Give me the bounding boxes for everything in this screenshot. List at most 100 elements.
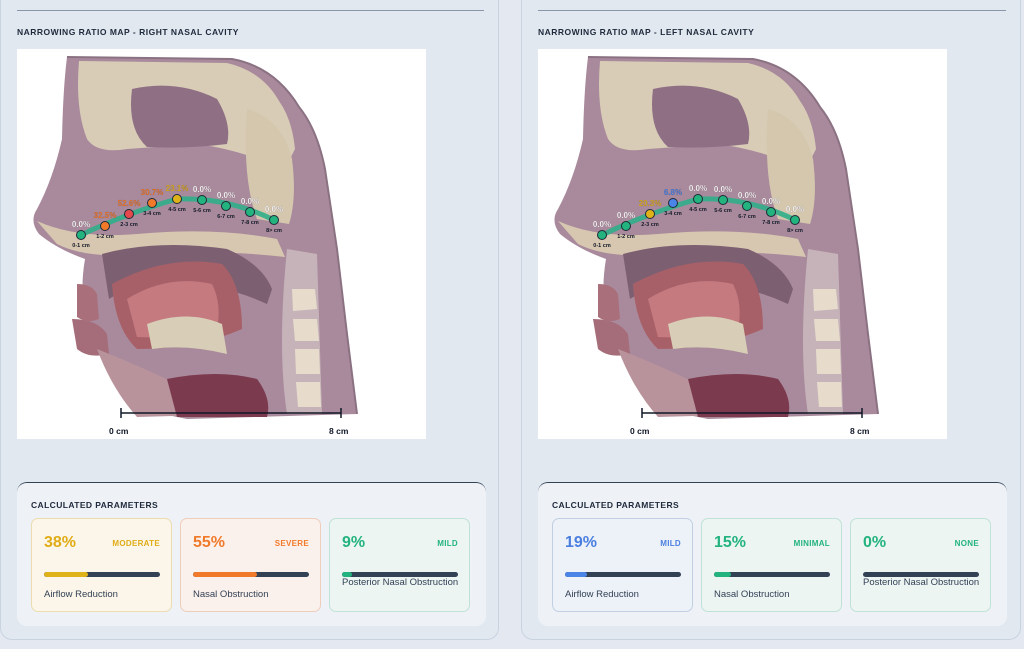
segment-label: 0-1 cm (593, 243, 611, 249)
measurement-point[interactable] (172, 194, 182, 204)
segment-label: 8> cm (266, 228, 282, 234)
narrowing-map-right: 0.0% 0-1 cm 32.5% 1-2 cm 52.6% 2-3 cm 30.7% 3-4… (17, 49, 426, 439)
segment-label: 5-6 cm (193, 208, 211, 214)
narrowing-value-label: 0.0% (593, 220, 611, 229)
severity-badge: MODERATE (112, 539, 160, 548)
narrowing-value-label: 0.0% (786, 205, 804, 214)
narrowing-value-label: 0.0% (738, 191, 756, 200)
narrowing-value-label: 0.0% (617, 211, 635, 220)
metric-value: 9% (342, 534, 366, 551)
panel-title: NARROWING RATIO MAP - RIGHT NASAL CAVITY (17, 27, 239, 37)
progress-bar (44, 572, 160, 577)
segment-label: 1-2 cm (617, 234, 635, 240)
left-cavity-panel: NARROWING RATIO MAP - LEFT NASAL CAVITY (521, 0, 1021, 640)
metric-value: 0% (863, 534, 887, 551)
anatomy-illustration: 0.0% 0-1 cm 0.0% 1-2 cm 20.3% 2-3 cm 6.8% 3-4 c… (554, 56, 879, 436)
segment-label: 0-1 cm (72, 243, 90, 249)
segment-label: 2-3 cm (641, 222, 659, 228)
anatomy-illustration: 0.0% 0-1 cm 32.5% 1-2 cm 52.6% 2-3 cm 30.7% 3-4… (33, 56, 358, 436)
measurement-point[interactable] (742, 201, 752, 211)
narrowing-value-label: 20.3% (639, 199, 662, 208)
narrowing-value-label: 0.0% (217, 191, 235, 200)
narrowing-value-label: 0.0% (72, 220, 90, 229)
segment-label: 5-6 cm (714, 208, 732, 214)
airflow-reduction-card: 38% MODERATE Airflow Reduction (31, 518, 172, 612)
narrowing-value-label: 0.0% (193, 185, 211, 194)
progress-fill (193, 572, 257, 577)
scale-end-label: 8 cm (329, 426, 349, 436)
measurement-point[interactable] (790, 215, 800, 225)
metric-label: Posterior Nasal Obstruction (342, 577, 459, 588)
airflow-reduction-card: 19% MILD Airflow Reduction (552, 518, 693, 612)
divider (538, 10, 1006, 11)
narrowing-value-label: 52.6% (118, 199, 141, 208)
narrowing-value-label: 0.0% (762, 197, 780, 206)
segment-label: 6-7 cm (738, 214, 756, 220)
measurement-point[interactable] (76, 230, 86, 240)
metric-value: 15% (714, 534, 747, 551)
narrowing-value-label: 23.1% (166, 184, 189, 193)
progress-fill (565, 572, 588, 577)
narrowing-value-label: 30.7% (141, 188, 164, 197)
segment-label: 1-2 cm (96, 234, 114, 240)
progress-fill (714, 572, 732, 577)
panel-title: NARROWING RATIO MAP - LEFT NASAL CAVITY (538, 27, 755, 37)
measurement-point[interactable] (245, 207, 255, 217)
scale-start-label: 0 cm (630, 426, 650, 436)
progress-fill (342, 572, 353, 577)
params-title: CALCULATED PARAMETERS (552, 500, 680, 510)
severity-badge: MINIMAL (793, 539, 830, 548)
measurement-point[interactable] (269, 215, 279, 225)
progress-bar (863, 572, 979, 577)
metric-label: Nasal Obstruction (193, 589, 269, 600)
measurement-point[interactable] (621, 221, 631, 231)
scale-end-label: 8 cm (850, 426, 870, 436)
metric-label: Posterior Nasal Obstruction (863, 577, 980, 588)
severity-badge: MILD (437, 539, 458, 548)
metric-value: 55% (193, 534, 226, 551)
measurement-point[interactable] (597, 230, 607, 240)
right-cavity-panel: NARROWING RATIO MAP - RIGHT NASAL CAVITY (0, 0, 499, 640)
segment-label: 2-3 cm (120, 222, 138, 228)
measurement-point[interactable] (100, 221, 110, 231)
nasal-obstruction-card: 55% SEVERE Nasal Obstruction (180, 518, 321, 612)
divider (17, 10, 484, 11)
params-title: CALCULATED PARAMETERS (31, 500, 159, 510)
calculated-parameters: CALCULATED PARAMETERS 19% MILD Airflow R… (538, 482, 1007, 626)
metric-value: 38% (44, 534, 77, 551)
severity-badge: MILD (660, 539, 681, 548)
scale-start-label: 0 cm (109, 426, 129, 436)
narrowing-value-label: 32.5% (94, 211, 117, 220)
posterior-obstruction-card: 0% NONE Posterior Nasal Obstruction (850, 518, 991, 612)
metric-label: Airflow Reduction (44, 589, 118, 600)
metric-value: 19% (565, 534, 598, 551)
measurement-point[interactable] (668, 198, 678, 208)
measurement-point[interactable] (124, 209, 134, 219)
metric-label: Nasal Obstruction (714, 589, 790, 600)
progress-bar (193, 572, 309, 577)
progress-bar (714, 572, 830, 577)
narrowing-value-label: 0.0% (714, 185, 732, 194)
measurement-point[interactable] (147, 198, 157, 208)
measurement-point[interactable] (766, 207, 776, 217)
segment-label: 4-5 cm (689, 207, 707, 213)
narrowing-value-label: 0.0% (689, 184, 707, 193)
segment-label: 4-5 cm (168, 207, 186, 213)
severity-badge: SEVERE (274, 539, 309, 548)
calculated-parameters: CALCULATED PARAMETERS 38% MODERATE Airfl… (17, 482, 486, 626)
severity-badge: NONE (954, 539, 979, 548)
measurement-point[interactable] (645, 209, 655, 219)
measurement-point[interactable] (693, 194, 703, 204)
measurement-point[interactable] (718, 195, 728, 205)
progress-bar (342, 572, 458, 577)
segment-label: 7-8 cm (762, 220, 780, 226)
measurement-point[interactable] (197, 195, 207, 205)
narrowing-map-left: 0.0% 0-1 cm 0.0% 1-2 cm 20.3% 2-3 cm 6.8% 3-4 c… (538, 49, 947, 439)
progress-bar (565, 572, 681, 577)
segment-label: 3-4 cm (143, 211, 161, 217)
metric-label: Airflow Reduction (565, 589, 639, 600)
segment-label: 8> cm (787, 228, 803, 234)
measurement-point[interactable] (221, 201, 231, 211)
narrowing-value-label: 0.0% (265, 205, 283, 214)
narrowing-value-label: 6.8% (664, 188, 682, 197)
